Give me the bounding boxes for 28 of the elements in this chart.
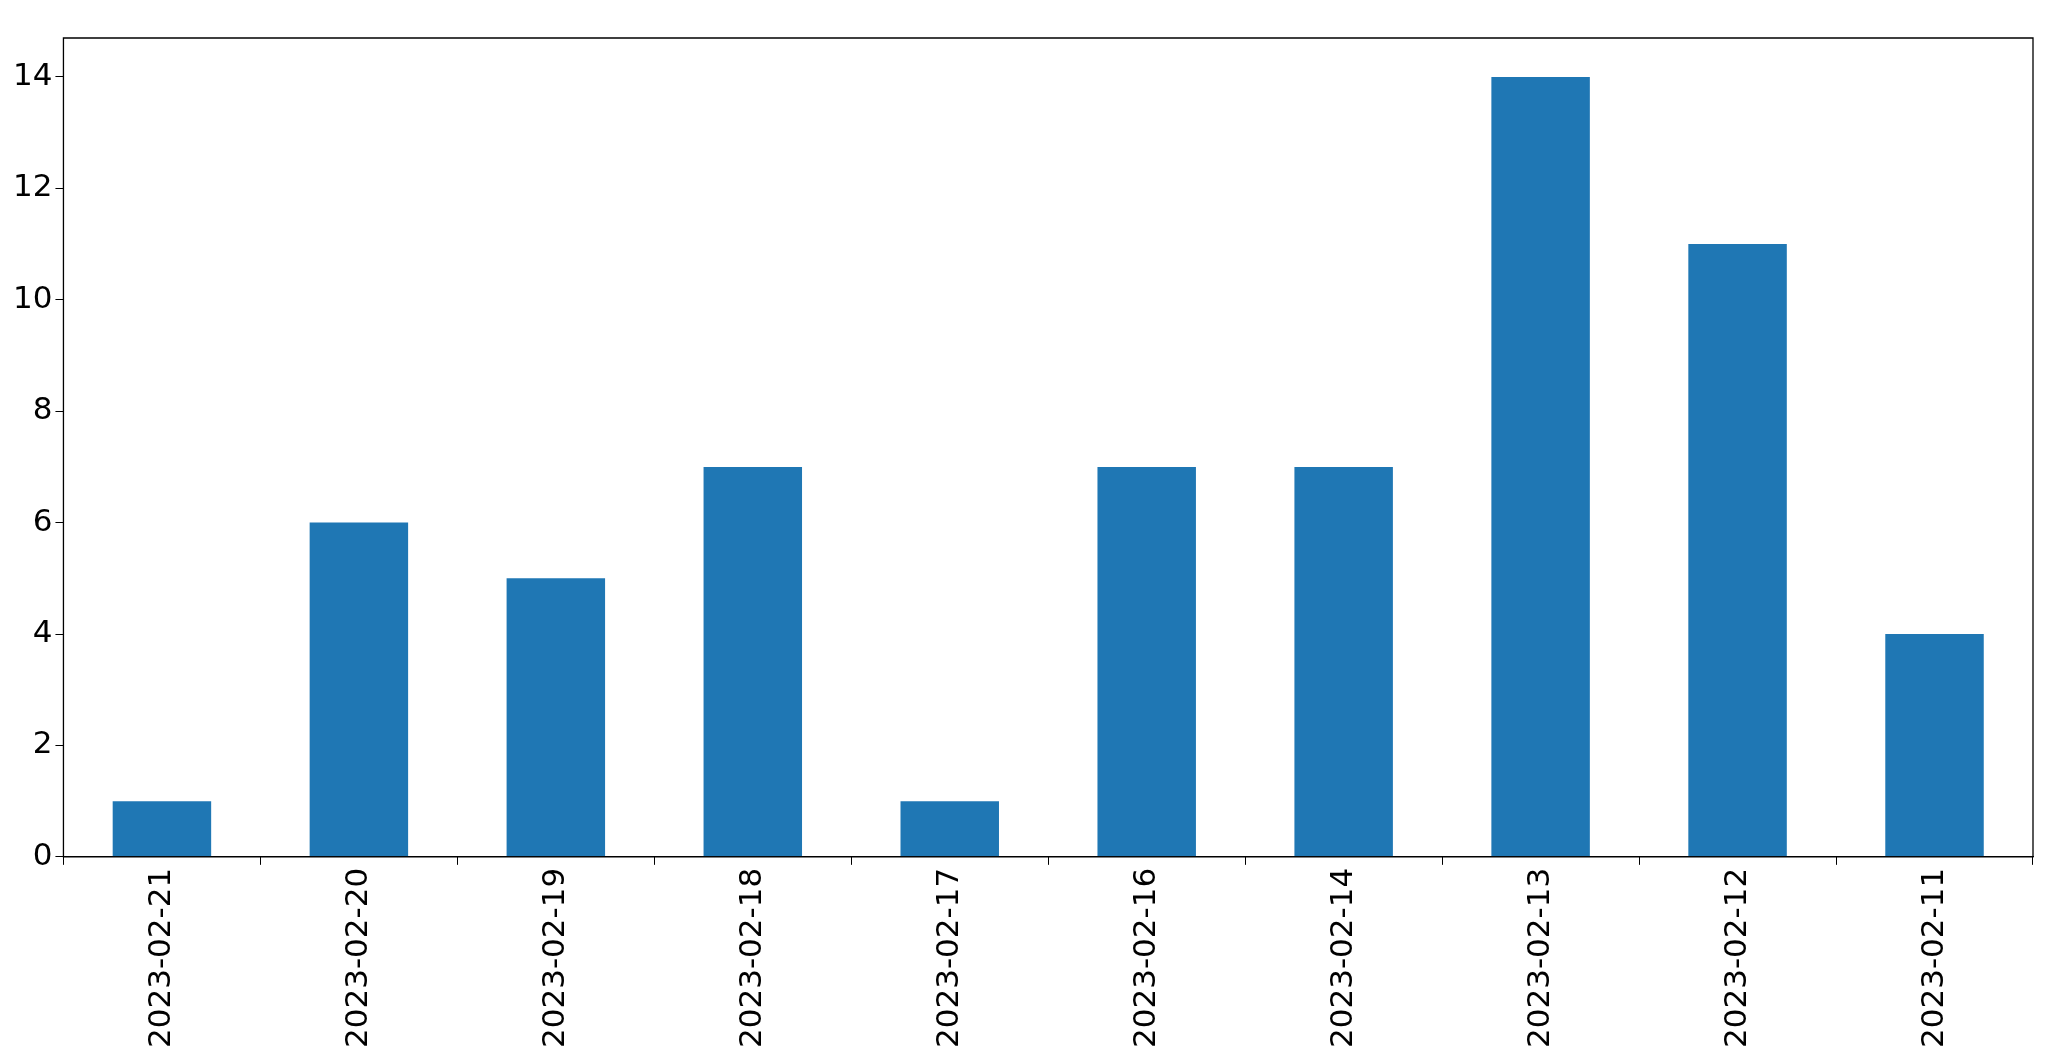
y-tick-label: 0: [32, 835, 53, 872]
bar: [1885, 634, 1984, 857]
y-tick-label: 2: [32, 724, 53, 761]
bar: [309, 522, 409, 857]
x-tick-label: 2023-02-12: [1716, 867, 1753, 1049]
x-tick-label: 2023-02-20: [337, 867, 374, 1049]
y-tick-label: 4: [32, 613, 53, 650]
y-tick-label: 8: [32, 390, 53, 427]
y-tick-label: 10: [12, 278, 53, 315]
bar: [703, 466, 803, 857]
y-tick-label: 12: [12, 167, 53, 204]
x-tick-label: 2023-02-18: [731, 867, 768, 1049]
x-tick-label: 2023-02-17: [928, 867, 965, 1049]
bar: [506, 578, 606, 857]
x-tick-label: 2023-02-13: [1519, 867, 1556, 1049]
bar: [1294, 466, 1393, 857]
bar: [112, 801, 212, 857]
bar: [1688, 244, 1787, 857]
bar: [1491, 76, 1590, 857]
x-tick-label: 2023-02-21: [140, 867, 177, 1049]
x-tick-label: 2023-02-19: [534, 867, 571, 1049]
bar: [900, 801, 999, 857]
x-tick-label: 2023-02-16: [1125, 867, 1162, 1049]
bar: [1097, 466, 1196, 857]
y-tick-label: 6: [32, 501, 53, 538]
x-tick-label: 2023-02-14: [1322, 867, 1359, 1049]
y-tick-label: 14: [12, 56, 53, 93]
x-tick-label: 2023-02-11: [1913, 867, 1950, 1049]
